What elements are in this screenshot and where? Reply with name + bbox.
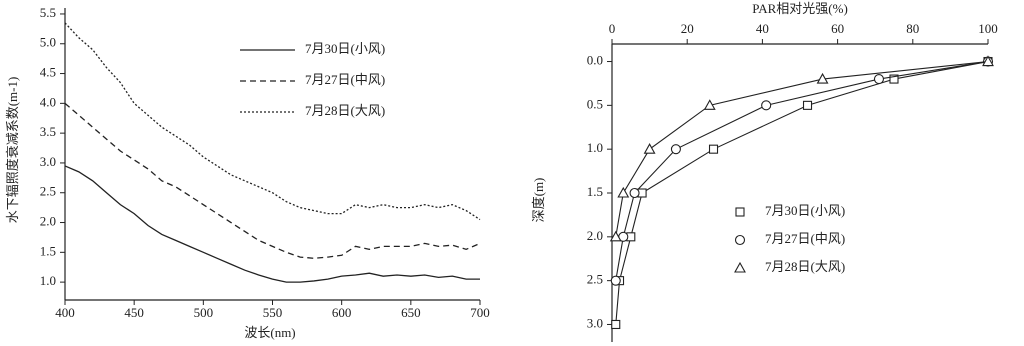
y-tick-label: 3.0	[40, 154, 56, 169]
marker	[609, 230, 622, 242]
y-axis-label: 水下辐照度衰减系数(m-1)	[5, 77, 20, 224]
marker	[703, 99, 716, 110]
x-axis-label: PAR相对光强(%)	[752, 1, 848, 16]
legend-marker	[734, 261, 746, 273]
marker	[889, 74, 899, 84]
y-tick-label: 2.0	[587, 228, 603, 243]
y-tick-label: 3.5	[40, 124, 56, 139]
legend-marker	[734, 234, 746, 246]
data-line	[64, 165, 480, 283]
x-tick-label: 500	[194, 305, 214, 320]
legend-marker	[735, 207, 745, 217]
legend-label: 7月28日(大风)	[305, 103, 385, 118]
profile-line	[615, 60, 989, 325]
y-tick-label: 1.0	[587, 140, 603, 155]
x-tick-label: 650	[401, 305, 421, 320]
marker	[982, 55, 994, 67]
y-tick-label: 2.5	[587, 272, 603, 287]
y-tick-label: 0.0	[587, 53, 603, 68]
x-axis-label: 波长(nm)	[244, 325, 295, 340]
legend-label: 7月30日(小风)	[765, 203, 845, 218]
marker	[802, 100, 813, 110]
profile-line	[615, 60, 989, 281]
marker	[873, 74, 885, 85]
marker	[670, 144, 681, 155]
y-tick-label: 3.0	[587, 315, 603, 330]
y-tick-label: 1.5	[40, 243, 56, 258]
legend-label: 7月30日(小风)	[305, 41, 385, 56]
x-tick-label: 550	[263, 305, 283, 320]
data-line	[64, 102, 481, 259]
legend-label: 7月27日(中风)	[765, 231, 845, 246]
x-tick-label: 0	[609, 21, 616, 36]
y-tick-label: 4.5	[40, 65, 56, 80]
marker	[643, 143, 656, 154]
marker	[761, 100, 772, 111]
x-tick-label: 100	[978, 21, 998, 36]
y-tick-label: 5.0	[40, 35, 56, 50]
x-tick-label: 60	[831, 21, 844, 36]
y-tick-label: 0.5	[587, 96, 603, 111]
x-tick-label: 700	[470, 305, 490, 320]
x-tick-label: 600	[332, 305, 352, 320]
legend-label: 7月27日(中风)	[305, 72, 385, 87]
y-axis-label: 深度(m)	[531, 178, 546, 223]
marker	[708, 144, 719, 154]
x-tick-label: 80	[906, 21, 919, 36]
x-tick-label: 40	[756, 21, 769, 36]
y-tick-label: 2.5	[40, 184, 56, 199]
marker	[816, 72, 829, 84]
data-line	[64, 22, 481, 221]
y-tick-label: 2.0	[40, 214, 56, 229]
x-tick-label: 450	[124, 305, 144, 320]
marker	[617, 186, 630, 198]
y-tick-label: 4.0	[40, 94, 56, 109]
y-tick-label: 1.0	[40, 273, 56, 288]
profile-line	[615, 60, 989, 237]
marker	[629, 187, 640, 199]
y-tick-label: 1.5	[587, 184, 603, 199]
x-tick-label: 20	[681, 21, 694, 36]
marker	[610, 275, 621, 286]
y-tick-label: 5.5	[40, 5, 56, 20]
legend-label: 7月28日(大风)	[765, 259, 845, 274]
x-tick-label: 400	[55, 305, 75, 320]
marker	[611, 319, 621, 330]
